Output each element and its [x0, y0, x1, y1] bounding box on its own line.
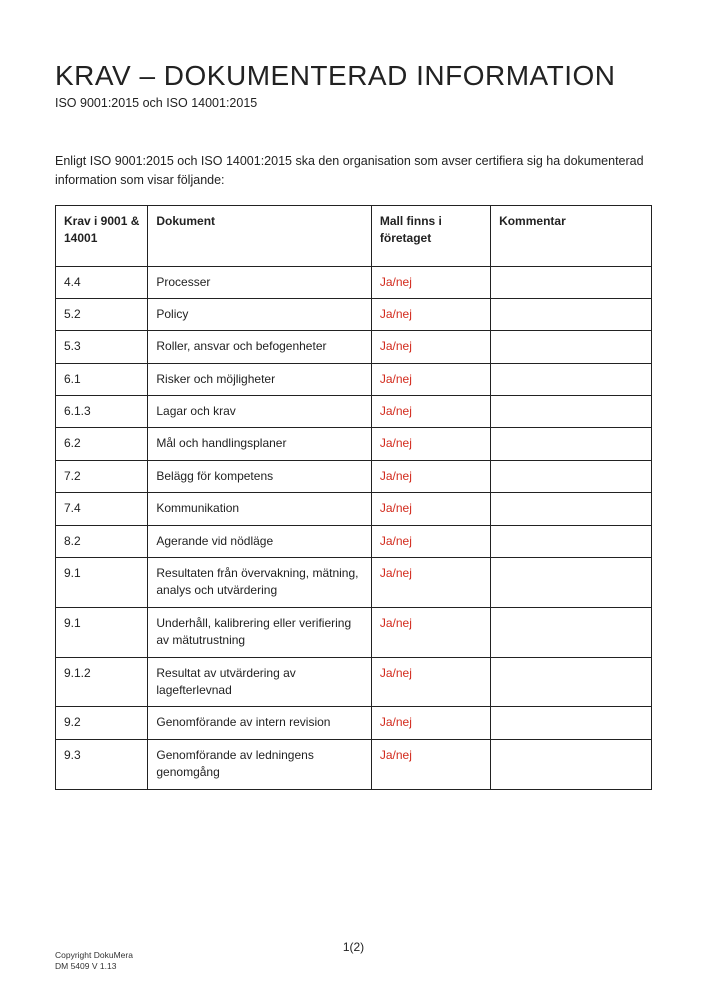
cell-status: Ja/nej [371, 428, 490, 460]
cell-comment [491, 298, 652, 330]
cell-doc: Roller, ansvar och befogenheter [148, 331, 372, 363]
footer-copyright: Copyright DokuMera [55, 950, 133, 961]
status-text: Ja/nej [380, 372, 412, 386]
table-row: 7.2Belägg för kompetens Ja/nej [56, 460, 652, 492]
table-row: 9.1.2Resultat av utvärdering av lagefter… [56, 657, 652, 707]
cell-req: 9.1 [56, 607, 148, 657]
cell-status: Ja/nej [371, 331, 490, 363]
cell-doc: Agerande vid nödläge [148, 525, 372, 557]
status-text: Ja/nej [380, 469, 412, 483]
cell-comment [491, 607, 652, 657]
status-text: Ja/nej [380, 501, 412, 515]
cell-doc: Lagar och krav [148, 396, 372, 428]
cell-status: Ja/nej [371, 707, 490, 739]
cell-comment [491, 331, 652, 363]
cell-status: Ja/nej [371, 298, 490, 330]
status-text: Ja/nej [380, 616, 412, 630]
page-subtitle: ISO 9001:2015 och ISO 14001:2015 [55, 96, 652, 110]
requirements-table: Krav i 9001 & 14001 Dokument Mall finns … [55, 205, 652, 790]
cell-req: 6.2 [56, 428, 148, 460]
cell-status: Ja/nej [371, 739, 490, 789]
cell-doc: Underhåll, kalibrering eller verifiering… [148, 607, 372, 657]
table-row: 5.3Roller, ansvar och befogenheter Ja/nej [56, 331, 652, 363]
footer-meta: Copyright DokuMera DM 5409 V 1.13 [55, 950, 133, 972]
footer-version: DM 5409 V 1.13 [55, 961, 133, 972]
table-row: 7.4Kommunikation Ja/nej [56, 493, 652, 525]
cell-req: 7.4 [56, 493, 148, 525]
status-text: Ja/nej [380, 339, 412, 353]
status-text: Ja/nej [380, 666, 412, 680]
cell-status: Ja/nej [371, 363, 490, 395]
cell-doc: Processer [148, 266, 372, 298]
cell-comment [491, 460, 652, 492]
cell-req: 8.2 [56, 525, 148, 557]
table-row: 4.4Processer Ja/nej [56, 266, 652, 298]
status-text: Ja/nej [380, 715, 412, 729]
cell-comment [491, 525, 652, 557]
status-text: Ja/nej [380, 436, 412, 450]
cell-status: Ja/nej [371, 607, 490, 657]
status-text: Ja/nej [380, 275, 412, 289]
cell-req: 6.1 [56, 363, 148, 395]
table-row: 9.3Genomförande av ledningens genomgång J… [56, 739, 652, 789]
cell-comment [491, 428, 652, 460]
cell-status: Ja/nej [371, 657, 490, 707]
cell-comment [491, 493, 652, 525]
cell-doc: Resultat av utvärdering av lagefterlevna… [148, 657, 372, 707]
cell-doc: Kommunikation [148, 493, 372, 525]
table-row: 6.1Risker och möjligheter Ja/nej [56, 363, 652, 395]
cell-doc: Policy [148, 298, 372, 330]
col-header-status: Mall finns i företaget [371, 205, 490, 266]
table-row: 5.2Policy Ja/nej [56, 298, 652, 330]
cell-req: 9.1 [56, 558, 148, 608]
table-header-row: Krav i 9001 & 14001 Dokument Mall finns … [56, 205, 652, 266]
cell-comment [491, 363, 652, 395]
status-text: Ja/nej [380, 566, 412, 580]
cell-req: 9.3 [56, 739, 148, 789]
cell-comment [491, 657, 652, 707]
col-header-doc: Dokument [148, 205, 372, 266]
col-header-req: Krav i 9001 & 14001 [56, 205, 148, 266]
cell-comment [491, 707, 652, 739]
cell-doc: Risker och möjligheter [148, 363, 372, 395]
cell-comment [491, 558, 652, 608]
cell-status: Ja/nej [371, 493, 490, 525]
cell-req: 5.2 [56, 298, 148, 330]
cell-req: 6.1.3 [56, 396, 148, 428]
cell-req: 7.2 [56, 460, 148, 492]
cell-comment [491, 396, 652, 428]
page-title: KRAV – DOKUMENTERAD INFORMATION [55, 60, 652, 92]
intro-paragraph: Enligt ISO 9001:2015 och ISO 14001:2015 … [55, 152, 652, 191]
col-header-comment: Kommentar [491, 205, 652, 266]
cell-doc: Resultaten från övervakning, mätning, an… [148, 558, 372, 608]
cell-status: Ja/nej [371, 525, 490, 557]
status-text: Ja/nej [380, 748, 412, 762]
table-row: 9.1Underhåll, kalibrering eller verifier… [56, 607, 652, 657]
table-row: 9.1Resultaten från övervakning, mätning,… [56, 558, 652, 608]
cell-status: Ja/nej [371, 558, 490, 608]
status-text: Ja/nej [380, 534, 412, 548]
cell-doc: Belägg för kompetens [148, 460, 372, 492]
cell-comment [491, 266, 652, 298]
table-row: 6.1.3Lagar och krav Ja/nej [56, 396, 652, 428]
status-text: Ja/nej [380, 404, 412, 418]
cell-status: Ja/nej [371, 396, 490, 428]
table-row: 9.2Genomförande av intern revision Ja/nej [56, 707, 652, 739]
cell-req: 5.3 [56, 331, 148, 363]
cell-doc: Mål och handlingsplaner [148, 428, 372, 460]
cell-req: 9.1.2 [56, 657, 148, 707]
cell-req: 9.2 [56, 707, 148, 739]
cell-comment [491, 739, 652, 789]
cell-req: 4.4 [56, 266, 148, 298]
table-row: 8.2Agerande vid nödläge Ja/nej [56, 525, 652, 557]
status-text: Ja/nej [380, 307, 412, 321]
cell-doc: Genomförande av ledningens genomgång [148, 739, 372, 789]
cell-doc: Genomförande av intern revision [148, 707, 372, 739]
table-row: 6.2Mål och handlingsplaner Ja/nej [56, 428, 652, 460]
document-page: KRAV – DOKUMENTERAD INFORMATION ISO 9001… [0, 0, 707, 1000]
cell-status: Ja/nej [371, 266, 490, 298]
cell-status: Ja/nej [371, 460, 490, 492]
